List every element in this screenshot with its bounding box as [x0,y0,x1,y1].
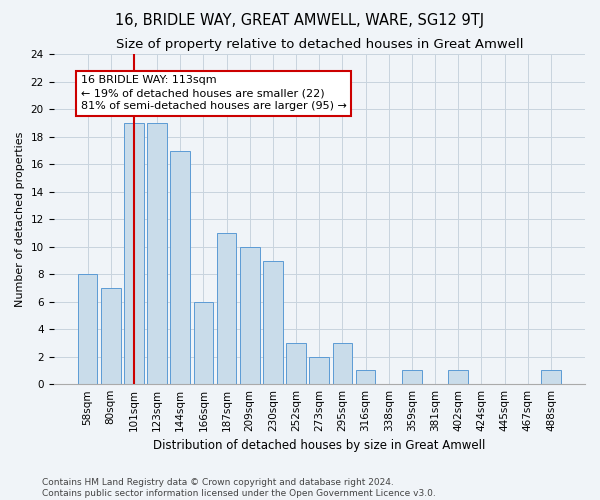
Bar [101,288,121,384]
Bar [263,260,283,384]
Bar [77,274,97,384]
Bar [402,370,422,384]
Y-axis label: Number of detached properties: Number of detached properties [15,132,25,307]
Text: Contains HM Land Registry data © Crown copyright and database right 2024.
Contai: Contains HM Land Registry data © Crown c… [42,478,436,498]
Bar [240,247,260,384]
Bar [170,150,190,384]
Bar [124,123,144,384]
Bar [541,370,561,384]
Bar [147,123,167,384]
Text: 16 BRIDLE WAY: 113sqm
← 19% of detached houses are smaller (22)
81% of semi-deta: 16 BRIDLE WAY: 113sqm ← 19% of detached … [80,75,346,112]
Bar [448,370,468,384]
Bar [332,343,352,384]
Bar [310,356,329,384]
Bar [217,233,236,384]
Bar [194,302,213,384]
Title: Size of property relative to detached houses in Great Amwell: Size of property relative to detached ho… [116,38,523,51]
Bar [286,343,306,384]
X-axis label: Distribution of detached houses by size in Great Amwell: Distribution of detached houses by size … [153,440,485,452]
Bar [356,370,376,384]
Text: 16, BRIDLE WAY, GREAT AMWELL, WARE, SG12 9TJ: 16, BRIDLE WAY, GREAT AMWELL, WARE, SG12… [115,12,485,28]
